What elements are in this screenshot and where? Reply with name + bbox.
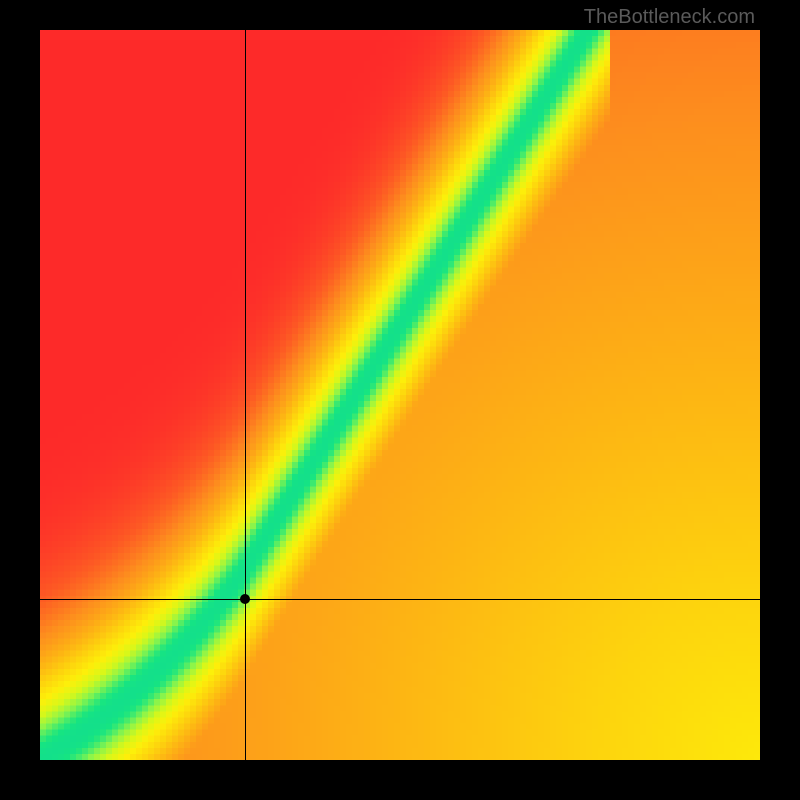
watermark-text: TheBottleneck.com [584,6,755,29]
crosshair-vertical [245,30,246,760]
marker-dot [240,594,250,604]
heatmap-canvas [40,30,760,760]
crosshair-horizontal [40,599,760,600]
heatmap-plot [40,30,760,760]
